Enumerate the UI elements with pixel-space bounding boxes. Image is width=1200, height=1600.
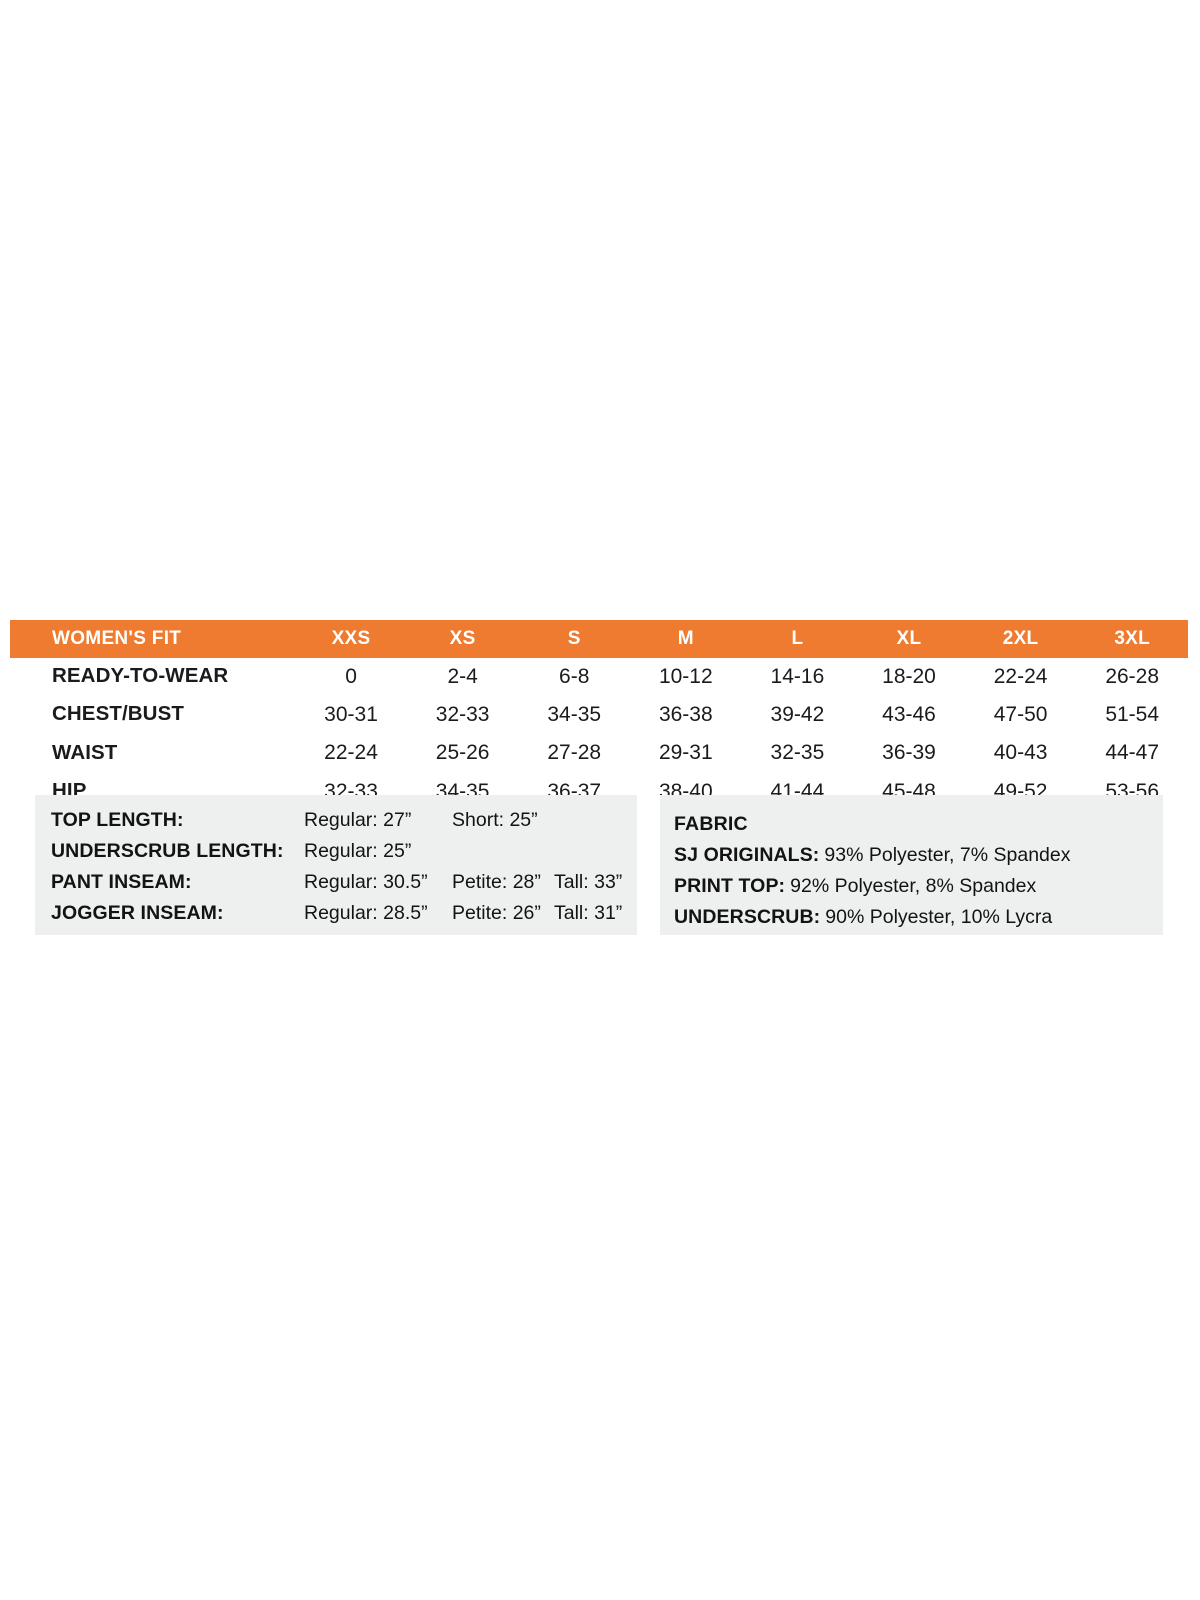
- table-title: WOMEN'S FIT: [52, 628, 182, 649]
- top-length-short: Short: 25”: [452, 809, 538, 831]
- size-header-xs: XS: [449, 628, 476, 649]
- pant-inseam-tall: Tall: 33”: [554, 871, 623, 893]
- row-label-ready-to-wear: READY-TO-WEAR: [10, 658, 296, 697]
- jogger-inseam-tall: Tall: 31”: [554, 902, 623, 924]
- cell-ready-to-wear-xxs: 0: [295, 658, 407, 697]
- cell-chest-bust-2xl: 47-50: [964, 696, 1077, 735]
- jogger-inseam-petite: Petite: 26”: [452, 902, 541, 924]
- spec-values-underscrub-length: Regular: 25”: [304, 840, 452, 863]
- cell-chest-bust-m: 36-38: [630, 696, 742, 735]
- size-header-m: M: [677, 628, 694, 649]
- fabric-name-sj-originals: SJ ORIGINALS:: [674, 844, 820, 866]
- pant-inseam-petite: Petite: 28”: [452, 871, 541, 893]
- size-header-xl: XL: [896, 628, 922, 649]
- cell-chest-bust-xl: 43-46: [853, 696, 965, 735]
- womens-fit-size-table: WOMEN'S FIT XXS XS S M L XL 2XL 3XL READ…: [10, 620, 1188, 811]
- cell-waist-s: 27-28: [518, 734, 631, 773]
- size-header-l: L: [791, 628, 804, 649]
- spec-row-top-length: TOP LENGTH: Regular: 27” Short: 25”: [51, 809, 637, 840]
- cell-ready-to-wear-2xl: 22-24: [964, 658, 1077, 697]
- spec-label-pant-inseam: PANT INSEAM:: [51, 871, 192, 893]
- cell-ready-to-wear-l: 14-16: [741, 658, 854, 697]
- fabric-panel-title: FABRIC: [674, 813, 748, 835]
- fabric-composition-print-top: 92% Polyester, 8% Spandex: [790, 875, 1037, 897]
- table-row: CHEST/BUST 30-31 32-33 34-35 36-38 39-42…: [10, 696, 1188, 735]
- spec-row-underscrub-length: UNDERSCRUB LENGTH: Regular: 25”: [51, 840, 637, 871]
- row-label-waist: WAIST: [10, 734, 296, 773]
- pant-inseam-regular: Regular: 30.5”: [304, 871, 428, 893]
- fabric-composition-underscrub: 90% Polyester, 10% Lycra: [825, 906, 1053, 928]
- top-length-regular: Regular: 27”: [304, 809, 412, 831]
- fabric-panel: FABRIC SJ ORIGINALS: 93% Polyester, 7% Sp…: [660, 795, 1163, 935]
- cell-waist-2xl: 40-43: [964, 734, 1077, 773]
- spec-label-underscrub-length: UNDERSCRUB LENGTH:: [51, 840, 284, 862]
- cell-waist-xs: 25-26: [406, 734, 519, 773]
- cell-ready-to-wear-3xl: 26-28: [1076, 658, 1188, 697]
- cell-ready-to-wear-xs: 2-4: [406, 658, 519, 697]
- size-table-body: READY-TO-WEAR 0 2-4 6-8 10-12 14-16 18-2…: [10, 658, 1188, 811]
- size-table-header: WOMEN'S FIT XXS XS S M L XL 2XL 3XL: [10, 620, 1188, 658]
- cell-waist-xl: 36-39: [853, 734, 965, 773]
- size-header-3xl: 3XL: [1114, 628, 1151, 649]
- fabric-row-sj-originals: SJ ORIGINALS: 93% Polyester, 7% Spandex: [674, 840, 1163, 871]
- cell-waist-xxs: 22-24: [295, 734, 407, 773]
- measurements-panel: TOP LENGTH: Regular: 27” Short: 25” UNDE…: [35, 795, 637, 935]
- cell-chest-bust-s: 34-35: [518, 696, 631, 735]
- fabric-row-print-top: PRINT TOP: 92% Polyester, 8% Spandex: [674, 871, 1163, 902]
- header-row: WOMEN'S FIT XXS XS S M L XL 2XL 3XL: [10, 620, 1188, 658]
- cell-chest-bust-xs: 32-33: [406, 696, 519, 735]
- spec-row-pant-inseam: PANT INSEAM: Regular: 30.5” Petite: 28” …: [51, 871, 637, 902]
- size-header-2xl: 2XL: [1002, 628, 1039, 649]
- spec-label-top-length: TOP LENGTH:: [51, 809, 184, 831]
- jogger-inseam-regular: Regular: 28.5”: [304, 902, 428, 924]
- size-header-s: S: [567, 628, 581, 649]
- cell-chest-bust-xxs: 30-31: [295, 696, 407, 735]
- spec-values-jogger-inseam: Regular: 28.5” Petite: 26” Tall: 31”: [304, 902, 622, 925]
- cell-waist-l: 32-35: [741, 734, 854, 773]
- cell-ready-to-wear-xl: 18-20: [853, 658, 965, 697]
- fabric-name-print-top: PRINT TOP:: [674, 875, 786, 897]
- spec-row-jogger-inseam: JOGGER INSEAM: Regular: 28.5” Petite: 26…: [51, 902, 637, 933]
- underscrub-length-regular: Regular: 25”: [304, 840, 412, 862]
- fabric-row-underscrub: UNDERSCRUB: 90% Polyester, 10% Lycra: [674, 902, 1163, 933]
- table-row: READY-TO-WEAR 0 2-4 6-8 10-12 14-16 18-2…: [10, 658, 1188, 697]
- cell-chest-bust-3xl: 51-54: [1076, 696, 1188, 735]
- spec-values-top-length: Regular: 27” Short: 25”: [304, 809, 554, 832]
- spec-values-pant-inseam: Regular: 30.5” Petite: 28” Tall: 33”: [304, 871, 622, 894]
- cell-ready-to-wear-m: 10-12: [630, 658, 742, 697]
- spec-label-jogger-inseam: JOGGER INSEAM:: [51, 902, 224, 924]
- cell-ready-to-wear-s: 6-8: [518, 658, 631, 697]
- cell-waist-m: 29-31: [630, 734, 742, 773]
- fabric-composition-sj-originals: 93% Polyester, 7% Spandex: [824, 844, 1071, 866]
- row-label-chest-bust: CHEST/BUST: [10, 696, 296, 735]
- cell-waist-3xl: 44-47: [1076, 734, 1188, 773]
- size-header-xxs: XXS: [331, 628, 371, 649]
- cell-chest-bust-l: 39-42: [741, 696, 854, 735]
- table-row: WAIST 22-24 25-26 27-28 29-31 32-35 36-3…: [10, 734, 1188, 773]
- fabric-name-underscrub: UNDERSCRUB:: [674, 906, 821, 928]
